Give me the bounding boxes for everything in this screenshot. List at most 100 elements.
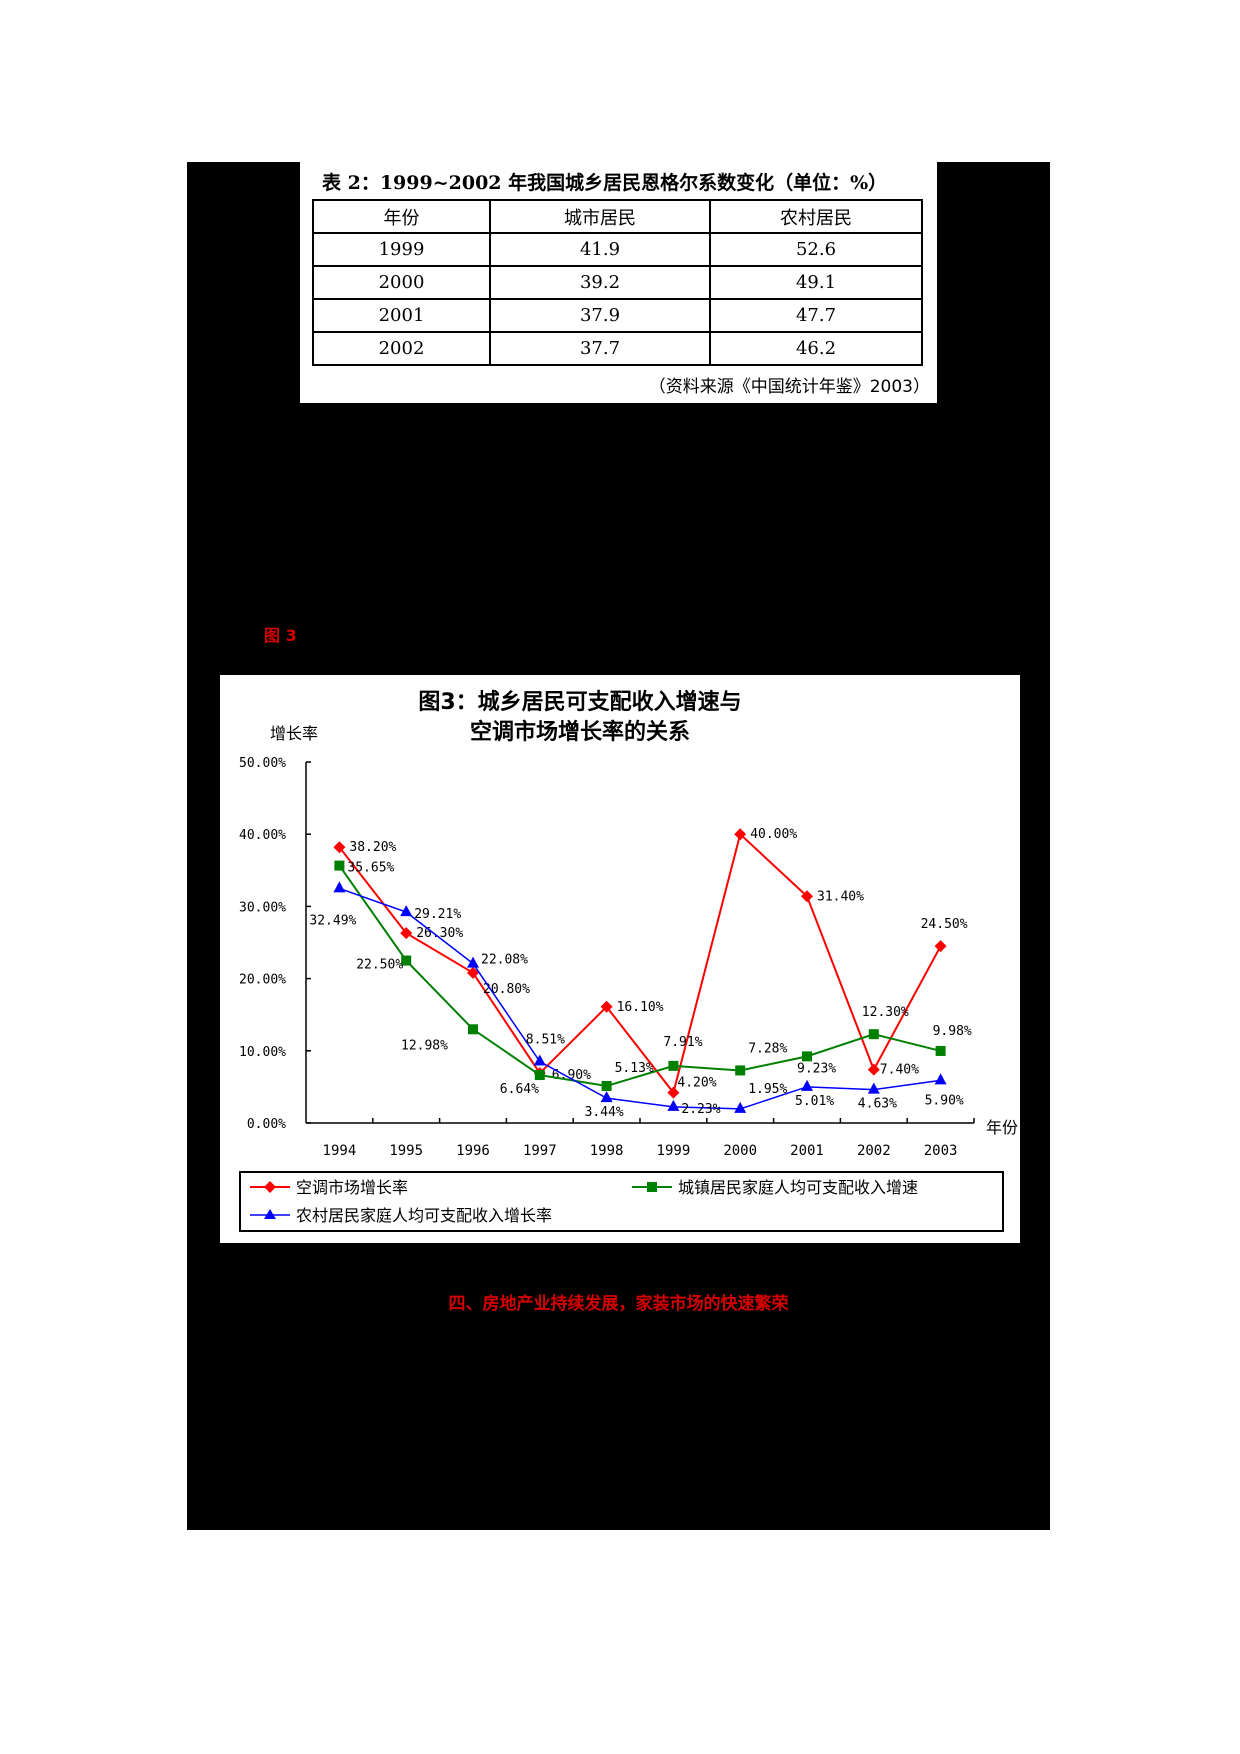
diamond-marker-icon [600,1000,613,1013]
table-row: 1999 41.9 52.6 [312,232,923,267]
square-marker-icon [668,1060,679,1071]
data-label: 16.10% [617,1000,664,1015]
section-heading: 四、房地产业持续发展，家装市场的快速繁荣 [448,1294,789,1314]
series-1: 35.65% 22.50% 12.98% 6.64% 5.13% 7.91% 7.28% 9.… [334,860,972,1097]
diamond-marker-icon [667,1086,680,1099]
cell-urban: 41.9 [489,232,711,267]
data-label: 6.64% [500,1082,539,1097]
triangle-marker-icon [734,1101,747,1113]
chart-legend: 空调市场增长率 城镇居民家庭人均可支配收入增速 农村居民家庭人均可支配收入增长率 [239,1171,1004,1232]
x-tick-label: 1998 [590,1143,624,1159]
table-header-row: 年份 城市居民 农村居民 [312,199,923,234]
chart-series: 38.20%26.30%20.80%6.90%16.10%4.20%40.00%… [309,827,972,1120]
x-tick-label: 2003 [924,1143,958,1159]
data-label: 40.00% [750,827,797,842]
diamond-marker-icon [333,841,346,854]
y-tick-label: 50.00% [239,756,286,771]
data-label: 9.98% [933,1024,972,1039]
table-row: 2001 37.9 47.7 [312,298,923,333]
triangle-marker-icon [600,1091,613,1103]
header-year: 年份 [312,199,491,234]
x-tick-label: 1996 [456,1143,490,1159]
data-label: 38.20% [349,840,396,855]
series-0: 38.20%26.30%20.80%6.90%16.10%4.20%40.00%… [333,827,968,1099]
square-marker-icon [802,1051,812,1062]
data-label: 12.30% [862,1005,909,1020]
cell-urban: 37.7 [489,331,711,366]
cell-rural: 49.1 [709,265,923,300]
data-label: 7.91% [663,1035,702,1050]
square-marker-icon [401,955,412,966]
table-row: 2002 37.7 46.2 [312,331,923,366]
triangle-marker-icon [333,881,346,893]
cell-urban: 37.9 [489,298,711,333]
square-marker-icon [868,1029,879,1040]
y-tick-label: 0.00% [247,1117,286,1132]
diamond-marker-icon [400,927,413,940]
data-label: 32.49% [309,913,356,928]
chart-axes: 0.00% 10.00% 20.00% 30.00% 40.00% 50.00% 1994 1… [239,756,975,1159]
triangle-marker-icon [467,956,479,968]
triangle-marker-icon [867,1082,880,1094]
cell-year: 2002 [312,331,491,366]
y-axis-label: 增长率 [270,724,318,743]
data-label: 7.40% [880,1063,919,1078]
data-label: 3.44% [585,1105,624,1120]
data-label: 26.30% [416,926,463,941]
data-label: 22.08% [481,953,528,968]
diamond-marker-icon [734,828,747,841]
cell-rural: 52.6 [709,232,923,267]
square-marker-icon [334,860,345,871]
square-marker-icon [468,1024,478,1035]
diamond-marker-icon [867,1063,880,1076]
data-label: 5.01% [795,1094,834,1109]
square-marker-icon [601,1080,612,1091]
data-label: 29.21% [414,907,461,922]
legend-label-rural: 农村居民家庭人均可支配收入增长率 [296,1206,552,1225]
legend-label-urban: 城镇居民家庭人均可支配收入增速 [678,1178,918,1197]
y-tick-label: 30.00% [239,900,286,915]
diamond-marker-icon [467,966,479,979]
triangle-marker-icon [533,1054,546,1066]
y-tick-label: 10.00% [239,1045,286,1060]
data-label: 12.98% [401,1038,448,1053]
triangle-marker-icon [934,1073,947,1085]
table-source-note: （资料来源《中国统计年鉴》2003） [648,377,930,397]
y-tick-label: 40.00% [239,828,286,843]
engel-coefficient-table: 年份 城市居民 农村居民 1999 41.9 52.6 2000 39.2 49… [312,199,923,366]
x-tick-label: 1999 [657,1143,691,1159]
data-label: 31.40% [817,889,864,904]
x-tick-label: 1995 [389,1143,423,1159]
series-2: 32.49% 29.21% 22.08% 8.51% 3.44% 2.23% 1.95% 5.… [309,881,964,1120]
x-tick-label: 2001 [790,1143,824,1159]
data-label: 7.28% [748,1041,787,1056]
table-row: 2000 39.2 49.1 [312,265,923,300]
triangle-marker-icon [667,1099,680,1111]
chart-title-line-2: 空调市场增长率的关系 [470,719,690,745]
square-marker-icon [735,1065,746,1076]
legend-diamond-icon [264,1181,276,1193]
header-urban: 城市居民 [489,199,711,234]
triangle-marker-icon [400,905,413,917]
legend-label-ac: 空调市场增长率 [296,1178,408,1197]
square-marker-icon [935,1045,946,1056]
data-label: 2.23% [681,1102,720,1117]
chart-canvas: 图3：城乡居民可支配收入增速与 空调市场增长率的关系 增长率 0.00% 10.0… [239,689,1018,1232]
cell-year: 2001 [312,298,491,333]
cell-rural: 47.7 [709,298,923,333]
figure-label: 图 3 [264,626,297,645]
data-label: 24.50% [921,917,968,932]
y-tick-label: 20.00% [239,973,286,988]
chart-title-line-1: 图3：城乡居民可支配收入增速与 [418,689,741,715]
line-chart: 图3：城乡居民可支配收入增速与 空调市场增长率的关系 增长率 0.00% 10.0… [220,675,1020,1243]
x-tick-label: 2000 [723,1143,757,1159]
cell-year: 2000 [312,265,491,300]
diamond-marker-icon [801,890,813,903]
data-label: 5.90% [925,1093,964,1108]
data-label: 5.13% [615,1061,654,1076]
diamond-marker-icon [934,940,947,953]
x-tick-label: 2002 [857,1143,891,1159]
data-label: 4.20% [677,1076,716,1091]
legend-square-icon [647,1182,657,1192]
data-label: 8.51% [526,1033,565,1048]
